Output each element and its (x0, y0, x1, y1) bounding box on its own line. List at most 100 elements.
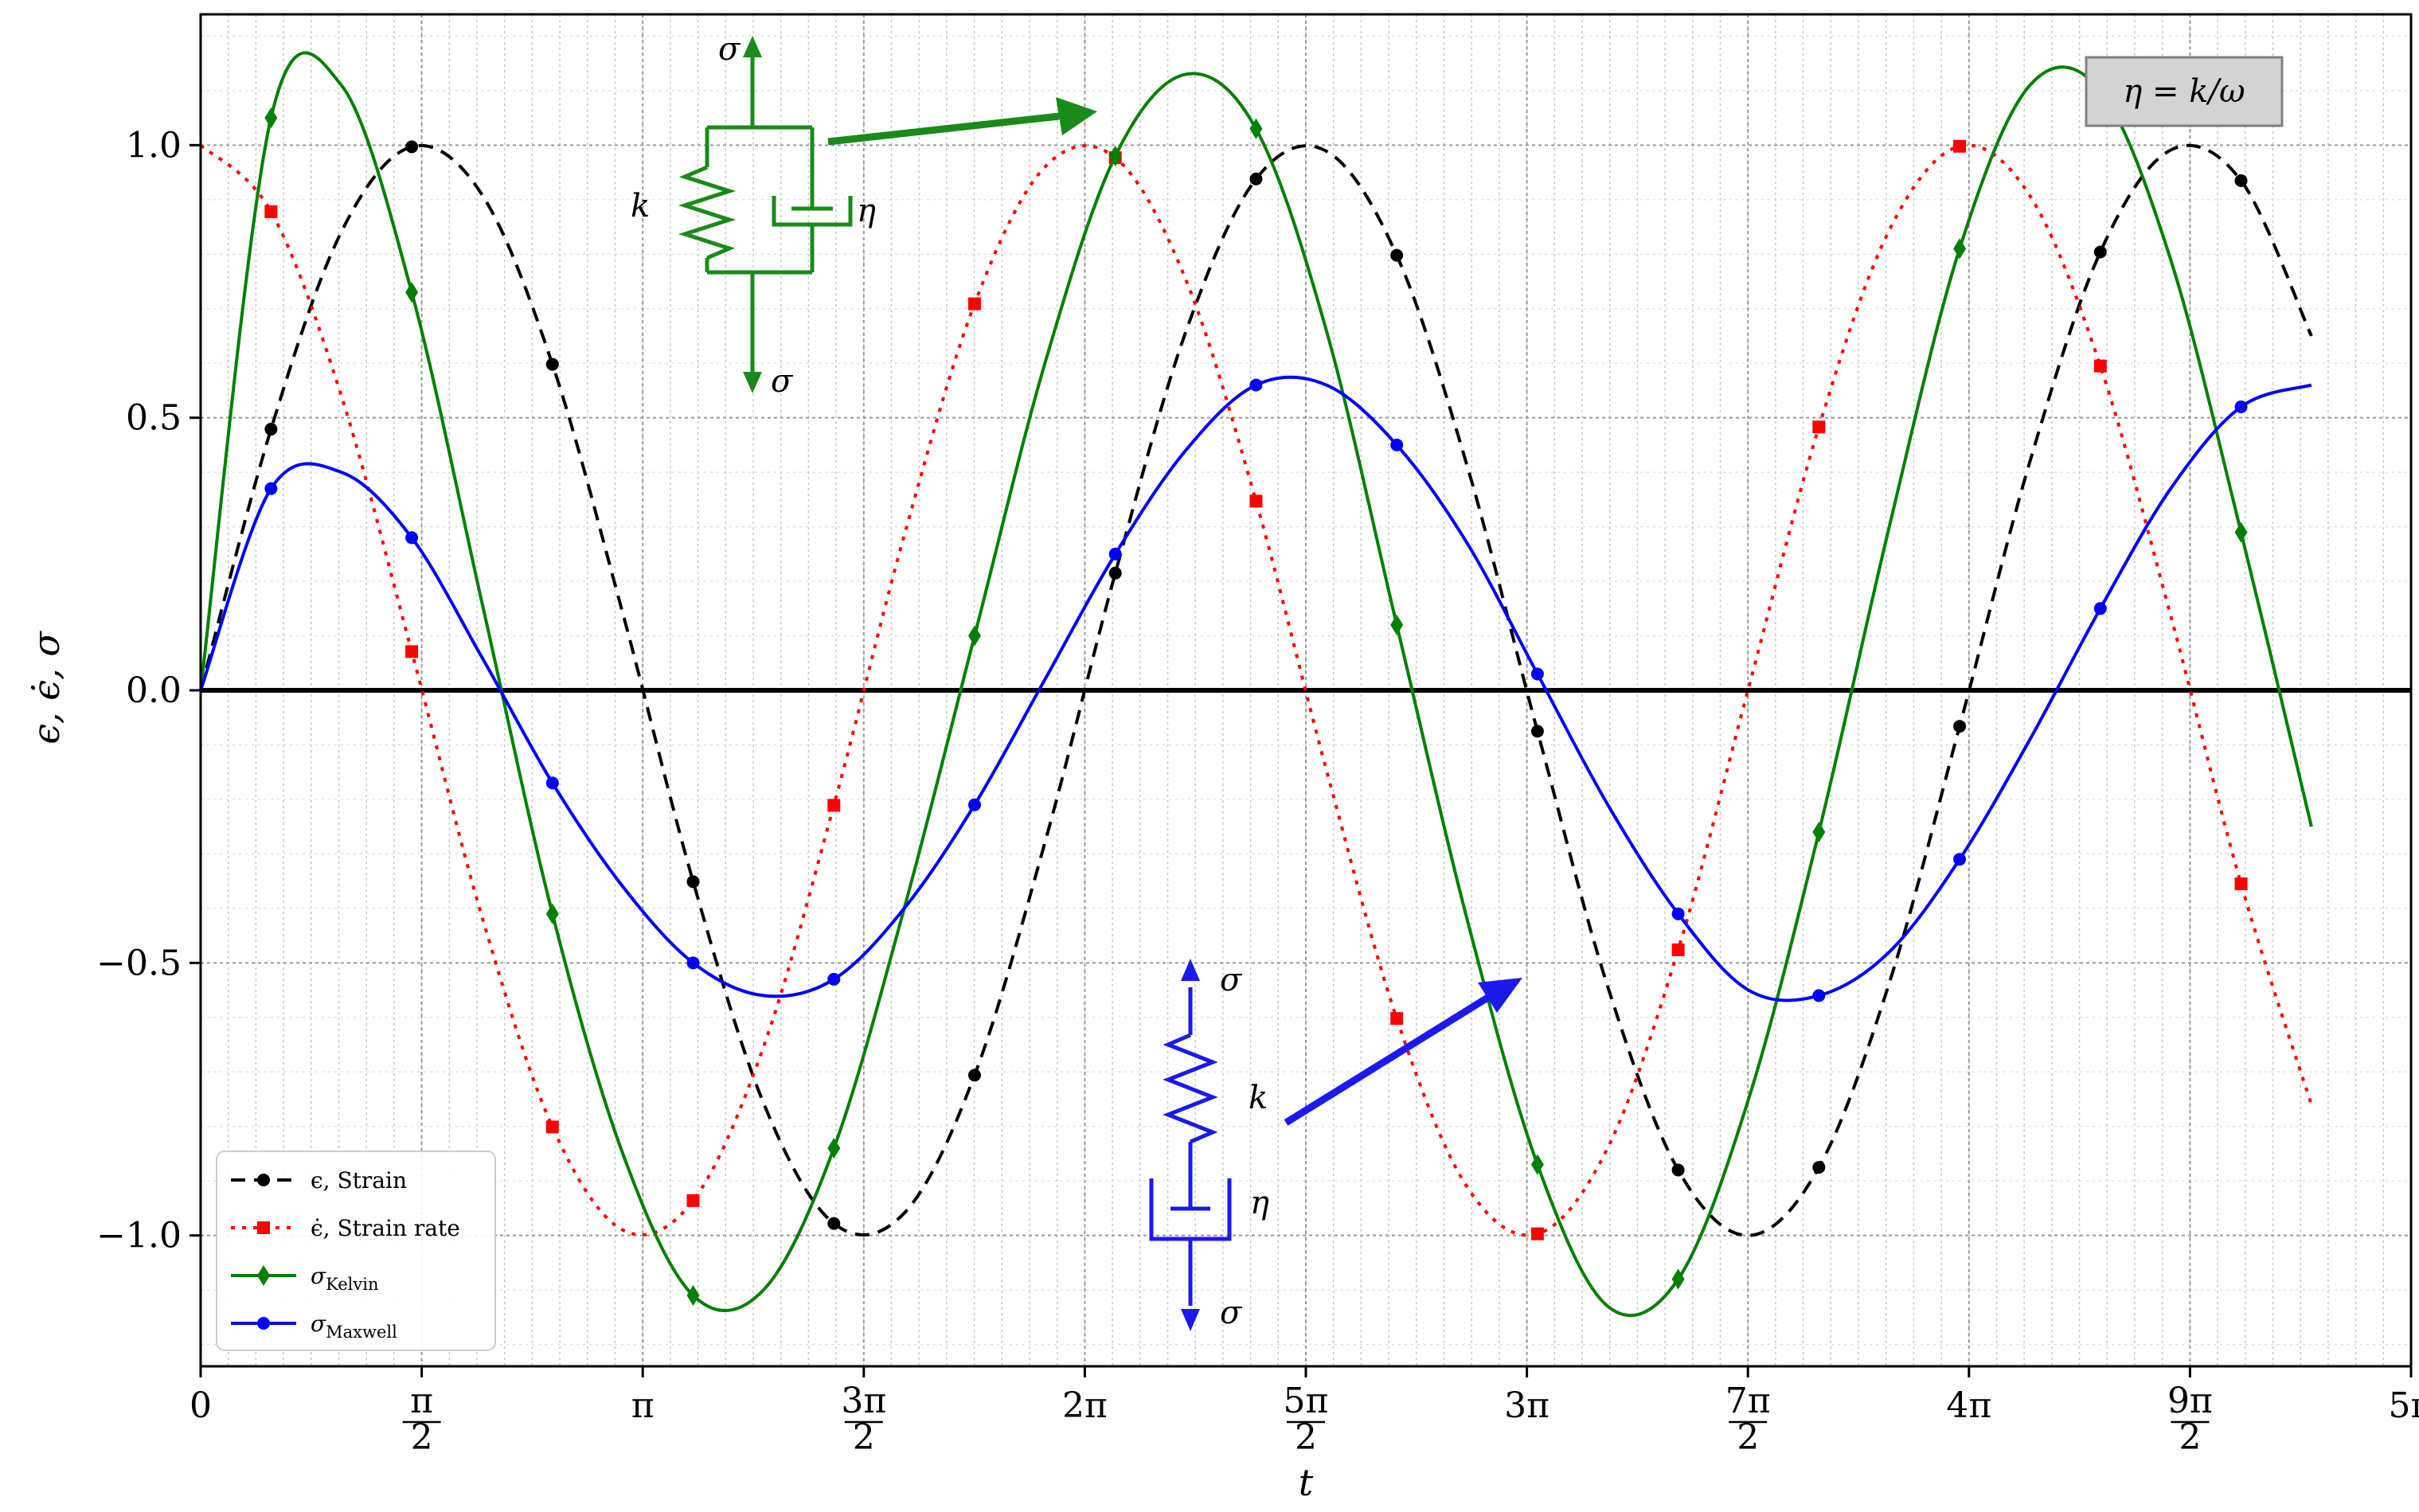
x-tick-label-denominator: 2 (1737, 1417, 1759, 1458)
y-tick-label: 0.5 (126, 398, 182, 439)
maxwell-bottom-arrow-icon (1181, 1309, 1200, 1331)
data-point (1108, 547, 1122, 561)
series-0 (199, 140, 2313, 1237)
maxwell-model-diagram (1149, 959, 1522, 1331)
data-point (1108, 146, 1122, 167)
legend-label: ϵ, Strain (311, 1167, 407, 1194)
series-3 (199, 375, 2312, 1002)
axes (190, 13, 2413, 1377)
legend: ϵ, Strain ϵ̇, Strain rate σKelvin σMaxwell (216, 1151, 496, 1351)
data-point (1530, 725, 1544, 738)
kelvin-model-diagram (678, 36, 1097, 393)
legend-frame (216, 1151, 496, 1351)
x-tick-label-numerator: 7π (1725, 1381, 1771, 1421)
eta-relation-text: η = k/ω (2123, 73, 2245, 110)
data-point (1812, 822, 1826, 843)
legend-marker (257, 1174, 270, 1186)
data-point (2093, 359, 2107, 373)
legend-label: σMaxwell (311, 1311, 397, 1342)
data-point (1390, 1012, 1404, 1026)
data-point (1671, 943, 1685, 956)
legend-marker (257, 1317, 270, 1330)
data-point (264, 482, 278, 495)
maxwell-spring-icon (1163, 1033, 1218, 1144)
data-point (1390, 248, 1404, 262)
data-point (545, 776, 559, 790)
kelvin-pointer-line (827, 112, 1060, 146)
y-tick-label: −0.5 (96, 943, 182, 983)
kelvin-top-arrow-icon (743, 36, 762, 57)
data-point (1953, 139, 1967, 153)
x-tick-label: 5π (2389, 1385, 2419, 1426)
data-point (2093, 245, 2107, 259)
y-tick-label: −1.0 (96, 1216, 182, 1256)
data-point (1812, 420, 1826, 434)
data-point (405, 531, 419, 545)
legend-label: σKelvin (311, 1263, 379, 1294)
data-point (1530, 667, 1544, 681)
legend-item: ϵ, Strain (231, 1167, 407, 1194)
data-point (686, 875, 700, 889)
data-point (827, 799, 841, 812)
legend-marker (257, 1221, 270, 1234)
data-point (2093, 602, 2107, 615)
x-tick-label-denominator: 2 (2179, 1417, 2201, 1458)
data-point (405, 282, 419, 303)
data-point (545, 357, 559, 371)
data-point (967, 625, 981, 647)
maxwell-pointer-line (1284, 994, 1491, 1126)
data-point (1530, 1227, 1544, 1240)
maxwell-top-arrow-icon (1181, 959, 1200, 981)
kelvin-top-sigma: σ (718, 31, 741, 68)
eta-relation-box: η = k/ω (2085, 56, 2284, 127)
data-point (2234, 877, 2248, 891)
maxwell-bottom-sigma: σ (1220, 1295, 1243, 1331)
y-tick-label: 1.0 (126, 125, 182, 166)
data-point (1108, 566, 1122, 580)
x-tick-label: 3π (1504, 1385, 1549, 1426)
data-point (1249, 378, 1263, 392)
x-tick-label-numerator: 5π (1284, 1381, 1329, 1421)
data-point (967, 1069, 981, 1082)
data-point (405, 645, 419, 658)
legend-item: ϵ̇, Strain rate (231, 1215, 460, 1241)
data-point (827, 1217, 841, 1230)
data-point (967, 798, 981, 811)
x-tick-label-denominator: 2 (1295, 1417, 1317, 1458)
data-point (1953, 238, 1967, 260)
maxwell-spring-k: k (1249, 1080, 1268, 1116)
data-point (2234, 174, 2248, 187)
kelvin-pointer-arrow-icon (1056, 97, 1097, 135)
data-point (686, 1194, 700, 1207)
data-point (1671, 1268, 1685, 1290)
data-point (1953, 720, 1967, 733)
data-point (1249, 118, 1263, 139)
series-group (199, 51, 2313, 1318)
x-tick-label-denominator: 2 (411, 1417, 433, 1458)
data-point (827, 972, 841, 986)
data-point (1530, 1154, 1544, 1175)
legend-marker (257, 1265, 270, 1286)
data-point (264, 107, 278, 129)
kelvin-spring-icon (678, 165, 737, 260)
data-point (1390, 614, 1404, 635)
x-tick-label: 4π (1946, 1385, 1991, 1426)
x-tick-label-numerator: 9π (2167, 1381, 2213, 1421)
data-point (545, 1120, 559, 1134)
data-point (1671, 1163, 1685, 1177)
data-point (264, 423, 278, 436)
series-line-1 (199, 143, 2313, 1237)
y-axis-label: ϵ, ϵ̇, σ (25, 631, 68, 744)
kelvin-bottom-sigma: σ (771, 363, 794, 400)
data-point (2234, 522, 2248, 543)
x-tick-label-numerator: π (410, 1381, 433, 1421)
maxwell-damper-eta: η (1250, 1185, 1269, 1221)
data-point (1812, 1161, 1826, 1174)
kelvin-damper-eta: η (857, 193, 876, 229)
data-point (1812, 989, 1826, 1002)
x-axis-label: t (1299, 1461, 1314, 1504)
eta-relation-box-frame (2085, 56, 2284, 127)
data-point (686, 956, 700, 970)
